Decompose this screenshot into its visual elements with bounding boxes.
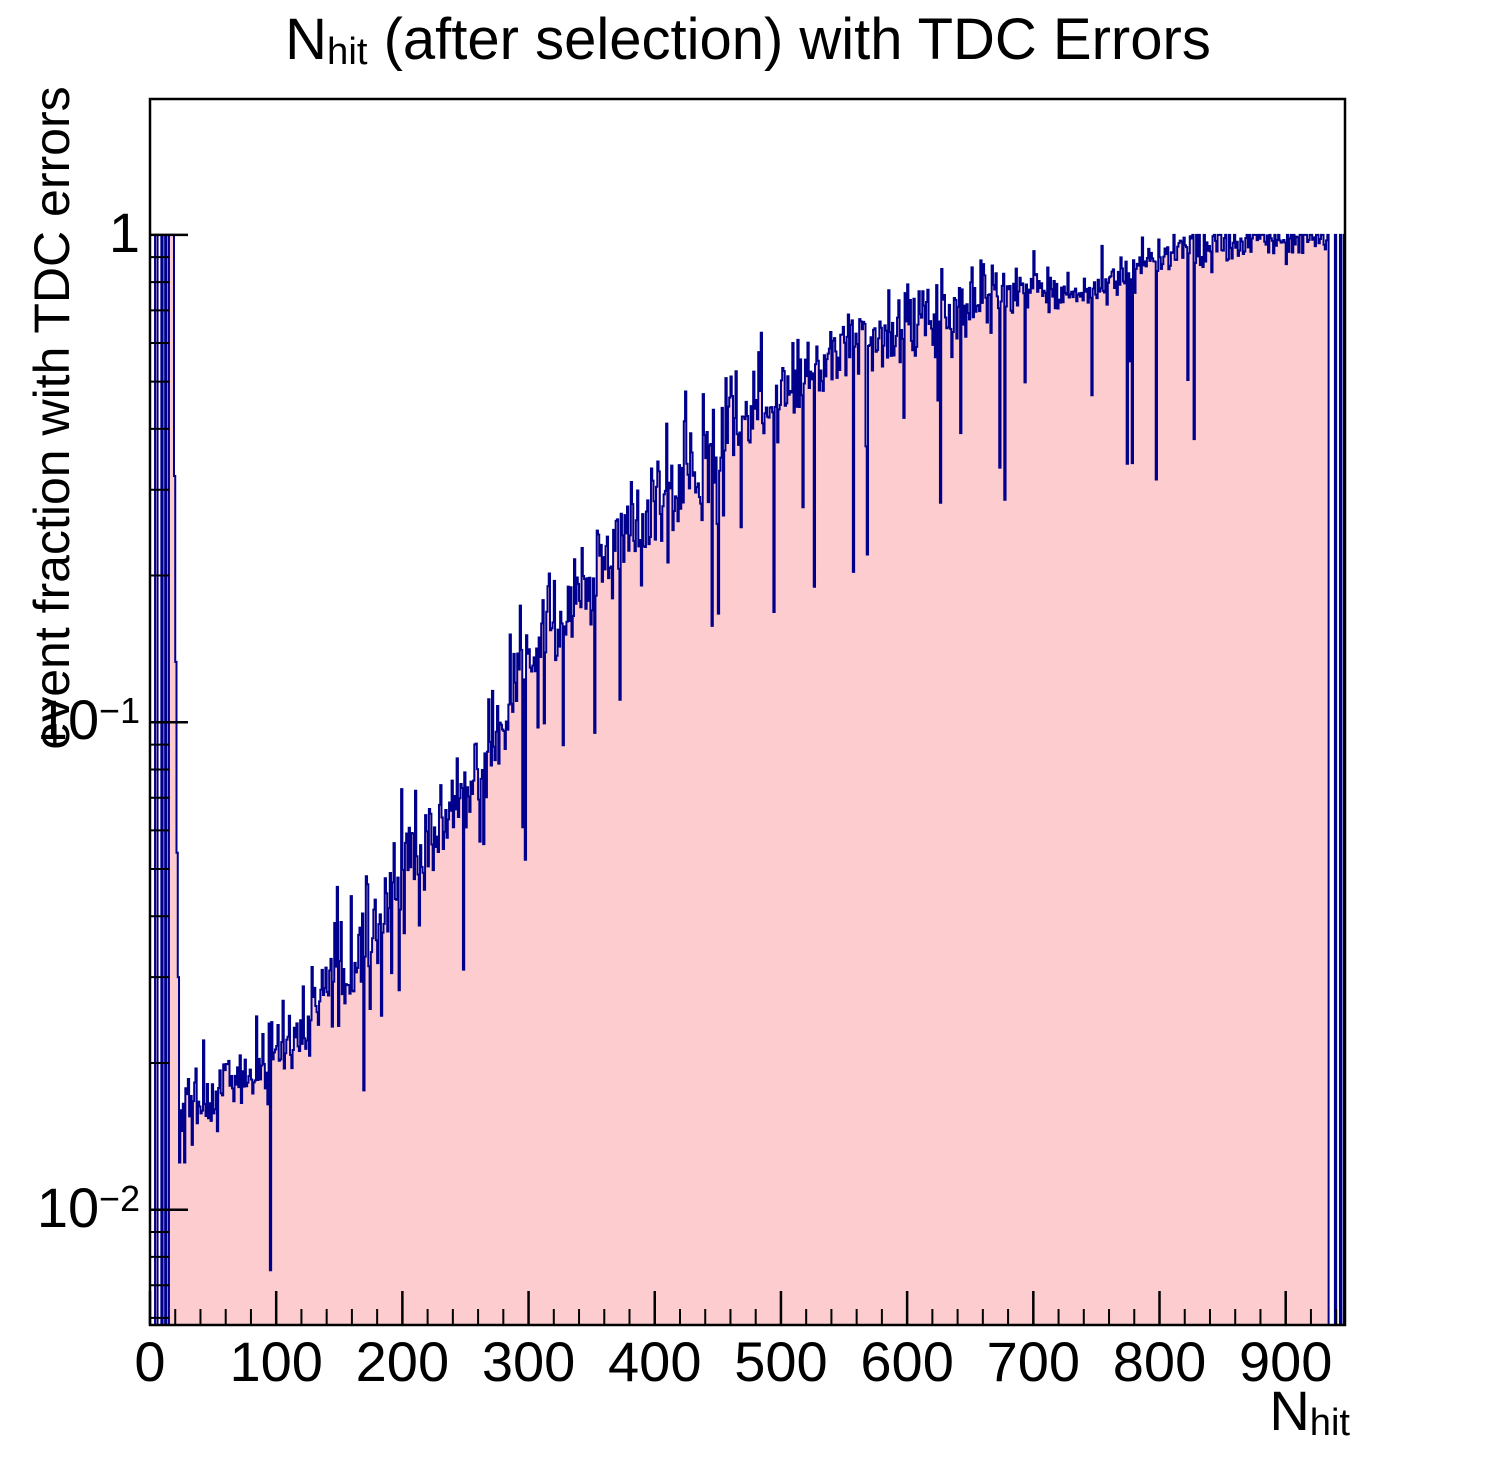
x-tick-label: 900 (1238, 1330, 1333, 1393)
y-tick-exponent: −1 (99, 691, 140, 732)
plot-title-prefix: N (285, 7, 328, 72)
x-axis-title-prefix: N (1269, 1379, 1310, 1442)
y-tick-base: 1 (108, 200, 140, 264)
plot-title-suffix: (after selection) with TDC Errors (367, 7, 1211, 72)
y-axis-title: event fraction with TDC errors (24, 86, 80, 750)
y-tick-base: 10 (36, 1175, 100, 1239)
y-tick-base: 10 (36, 688, 100, 752)
y-tick-exponent: −2 (99, 1178, 140, 1219)
x-tick-label: 0 (134, 1330, 166, 1393)
plot-frame (148, 97, 1347, 1327)
x-tick-label: 200 (355, 1330, 450, 1393)
histogram-series (150, 233, 1346, 1326)
x-axis-title: Nhit (1269, 1378, 1350, 1443)
y-tick-label: 1 (0, 204, 140, 261)
x-axis-title-subscript: hit (1309, 1402, 1350, 1445)
plot-title: Nhit (after selection) with TDC Errors (0, 8, 1496, 72)
plot-title-subscript: hit (327, 29, 368, 73)
x-tick-label: 500 (734, 1330, 828, 1393)
x-tick-label: 100 (229, 1330, 323, 1393)
y-tick-label: 10−2 (0, 1178, 140, 1236)
x-tick-label: 300 (481, 1330, 576, 1393)
x-tick-label: 400 (608, 1330, 702, 1393)
x-tick-label: 600 (860, 1330, 954, 1393)
y-tick-label: 10−1 (0, 692, 140, 748)
x-tick-label: 700 (986, 1330, 1081, 1393)
x-tick-label: 800 (1112, 1330, 1207, 1393)
